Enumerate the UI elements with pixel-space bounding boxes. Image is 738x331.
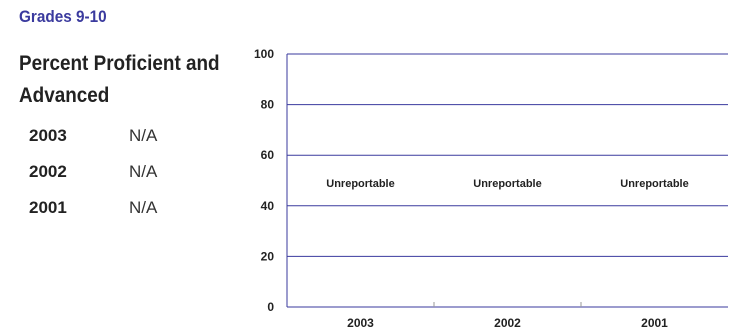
stat-value: N/A bbox=[129, 126, 158, 145]
stat-year: 2001 bbox=[29, 198, 67, 217]
y-tick-label: 100 bbox=[254, 47, 274, 61]
unreportable-label: Unreportable bbox=[620, 178, 688, 190]
stat-year: 2002 bbox=[29, 162, 67, 181]
y-tick-label: 20 bbox=[261, 249, 275, 263]
unreportable-label: Unreportable bbox=[473, 178, 541, 190]
metric-title: Percent Proficient and Advanced bbox=[19, 52, 220, 107]
stat-value: N/A bbox=[129, 162, 158, 181]
stat-value: N/A bbox=[129, 198, 158, 217]
y-tick-label: 60 bbox=[261, 148, 275, 162]
x-category-label: 2001 bbox=[641, 316, 668, 330]
y-tick-label: 80 bbox=[261, 98, 275, 112]
x-category-label: 2002 bbox=[494, 316, 521, 330]
y-tick-label: 0 bbox=[267, 300, 274, 314]
stat-year: 2003 bbox=[29, 126, 67, 145]
grade-heading: Grades 9-10 bbox=[19, 7, 107, 26]
unreportable-label: Unreportable bbox=[326, 178, 394, 190]
y-tick-label: 40 bbox=[261, 199, 275, 213]
x-category-label: 2003 bbox=[347, 316, 374, 330]
